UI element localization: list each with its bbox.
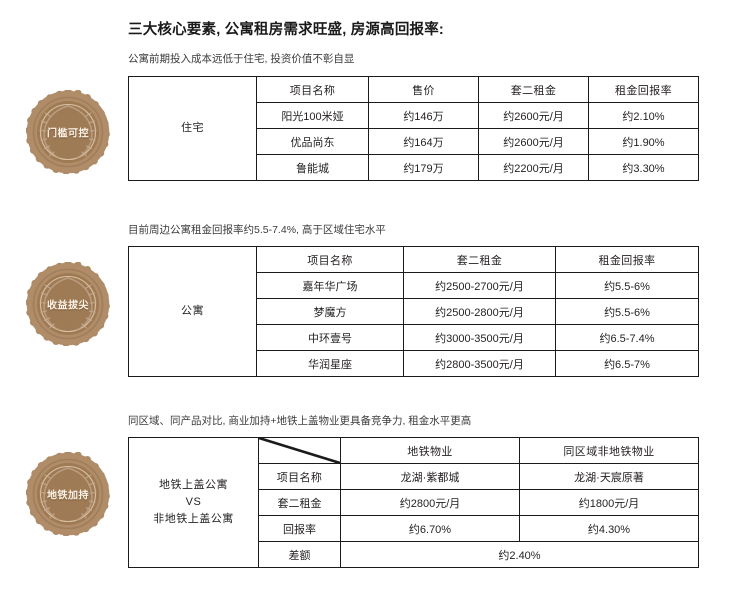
cell-project-name: 梦魔方	[256, 298, 404, 325]
column-header-rent-yield: 租金回报率	[588, 76, 699, 103]
cell-rent-yield: 约5.5-6%	[555, 272, 699, 299]
table-row: 鲁能城 约179万 约2200元/月 约3.30%	[129, 154, 699, 181]
metro-vs-nonmetro-table: 地铁上盖公寓 VS 非地铁上盖公寓 地铁物业 同区域非地铁物业 项目名称 龙湖·…	[128, 437, 699, 568]
diagonal-line-icon	[259, 438, 340, 463]
side-label-line-1: 地铁上盖公寓	[159, 478, 228, 491]
side-label-apartment: 公寓	[128, 246, 257, 377]
column-header-two-bed-rent: 套二租金	[478, 76, 589, 103]
cell-project-name: 中环壹号	[256, 324, 404, 351]
cell-two-bed-rent: 约2800-3500元/月	[403, 350, 556, 377]
seal-badge-3: 地铁加持	[26, 452, 110, 536]
cell-rent-yield: 约6.5-7.4%	[555, 324, 699, 351]
cell-nonmetro-yield: 约4.30%	[519, 515, 699, 542]
section-2-caption: 目前周边公寓租金回报率约5.5-7.4%, 高于区域住宅水平	[128, 224, 386, 236]
table-row: 回报率 约6.70% 约4.30%	[129, 515, 699, 542]
column-header-metro-property: 地铁物业	[340, 437, 520, 464]
cell-nonmetro-two-bed-rent: 约1800元/月	[519, 489, 699, 516]
diagonal-corner-cell	[258, 437, 341, 464]
apartment-comparison-table: 公寓 项目名称 套二租金 租金回报率 嘉年华广场 约2500-2700元/月 约…	[128, 246, 699, 377]
cell-project-name: 华润星座	[256, 350, 404, 377]
row-header-yield: 回报率	[258, 515, 341, 542]
cell-nonmetro-project-name: 龙湖·天宸原著	[519, 463, 699, 490]
table-row: 公寓 项目名称 套二租金 租金回报率	[128, 246, 699, 377]
cell-project-name: 阳光100米娅	[256, 102, 369, 129]
table-row: 地铁上盖公寓 VS 非地铁上盖公寓 地铁物业 同区域非地铁物业	[128, 437, 699, 568]
table-row: 住宅 项目名称 售价 套二租金 租金回报率	[128, 76, 699, 181]
cell-project-name: 鲁能城	[256, 154, 369, 181]
column-header-nonmetro-property: 同区域非地铁物业	[519, 437, 699, 464]
table-row: 差额 约2.40%	[129, 541, 699, 568]
row-header-two-bed-rent: 套二租金	[258, 489, 341, 516]
table-row: 中环壹号 约3000-3500元/月 约6.5-7.4%	[129, 324, 699, 351]
cell-two-bed-rent: 约2600元/月	[478, 102, 589, 129]
side-label-residential: 住宅	[128, 76, 257, 181]
side-label-line-3: 非地铁上盖公寓	[153, 513, 234, 526]
seal-icon	[26, 90, 110, 174]
cell-project-name: 嘉年华广场	[256, 272, 404, 299]
residential-comparison-table: 住宅 项目名称 售价 套二租金 租金回报率 阳光100米娅 约146万 约260…	[128, 76, 699, 181]
cell-rent-yield: 约5.5-6%	[555, 298, 699, 325]
table-row: 嘉年华广场 约2500-2700元/月 约5.5-6%	[129, 272, 699, 299]
cell-metro-two-bed-rent: 约2800元/月	[340, 489, 520, 516]
table-row: 华润星座 约2800-3500元/月 约6.5-7%	[129, 350, 699, 377]
cell-metro-project-name: 龙湖·紫都城	[340, 463, 520, 490]
column-header-rent-yield: 租金回报率	[555, 246, 699, 273]
cell-two-bed-rent: 约2500-2800元/月	[403, 298, 556, 325]
cell-two-bed-rent: 约2600元/月	[478, 128, 589, 155]
cell-rent-yield: 约6.5-7%	[555, 350, 699, 377]
seal-badge-1: 门槛可控	[26, 90, 110, 174]
cell-project-name: 优品尚东	[256, 128, 369, 155]
section-1-caption: 公寓前期投入成本远低于住宅, 投资价值不彰自显	[128, 53, 355, 65]
cell-rent-yield: 约1.90%	[588, 128, 699, 155]
section-3-caption: 同区域、同产品对比, 商业加持+地铁上盖物业更具备竞争力, 租金水平更高	[128, 415, 472, 427]
cell-price: 约164万	[368, 128, 479, 155]
table-row: 阳光100米娅 约146万 约2600元/月 约2.10%	[129, 102, 699, 129]
row-header-project-name: 项目名称	[258, 463, 341, 490]
side-label-line-2: VS	[185, 495, 202, 508]
cell-two-bed-rent: 约2200元/月	[478, 154, 589, 181]
page-title: 三大核心要素, 公寓租房需求旺盛, 房源高回报率:	[128, 22, 444, 38]
column-header-project-name: 项目名称	[256, 246, 404, 273]
row-header-difference: 差额	[258, 541, 341, 568]
side-label-metro-vs: 地铁上盖公寓 VS 非地铁上盖公寓	[128, 437, 259, 568]
cell-two-bed-rent: 约3000-3500元/月	[403, 324, 556, 351]
column-header-price: 售价	[368, 76, 479, 103]
seal-icon	[26, 262, 110, 346]
column-header-project-name: 项目名称	[256, 76, 369, 103]
cell-rent-yield: 约3.30%	[588, 154, 699, 181]
cell-metro-yield: 约6.70%	[340, 515, 520, 542]
cell-price: 约146万	[368, 102, 479, 129]
cell-difference-value: 约2.40%	[340, 541, 699, 568]
column-header-two-bed-rent: 套二租金	[403, 246, 556, 273]
cell-two-bed-rent: 约2500-2700元/月	[403, 272, 556, 299]
cell-rent-yield: 约2.10%	[588, 102, 699, 129]
table-row: 梦魔方 约2500-2800元/月 约5.5-6%	[129, 298, 699, 325]
seal-badge-2: 收益拔尖	[26, 262, 110, 346]
seal-icon	[26, 452, 110, 536]
cell-price: 约179万	[368, 154, 479, 181]
